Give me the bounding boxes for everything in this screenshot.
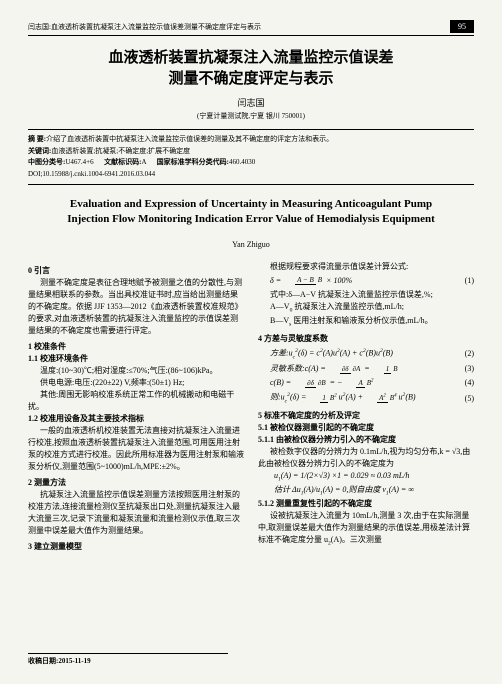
doi-row: DOI;10.15988/j.cnki.1004-6941.2016.03.04… <box>28 169 474 180</box>
abstract-row: 摘 要:介绍了血液透析装置中抗凝泵注入流量监控示值误差的测量及其不确定度的评定方… <box>28 134 474 145</box>
title-en-line-1: Evaluation and Expression of Uncertainty… <box>28 197 474 212</box>
author-chinese: 闫志国 <box>28 96 474 109</box>
para-intro: 根据规程要求得流量示值误差计算公式: <box>258 261 474 273</box>
para-eq1b: A—V0 抗凝泵注入流量监控示值,mL/h; <box>258 301 474 315</box>
running-header: 闫志国:血液透析装置抗凝泵注入流量监控示值误差测量不确定度评定与表示 95 <box>28 20 474 36</box>
section-3: 3 建立测量模型 <box>28 541 244 553</box>
section-5-1: 5.1 被检仪器测量引起的不确定度 <box>258 422 474 434</box>
section-1: 1 校准条件 <box>28 341 244 353</box>
section-2: 2 测量方法 <box>28 477 244 489</box>
left-column: 0 引言 测量不确定度是表征合理地赋予被测量之值的分散性,与测量结果相联系的参数… <box>28 261 244 553</box>
para-2: 抗凝泵注入流量监控示值误差测量方法按照医用注射泵的校准方法,连接流量检测仪至抗凝… <box>28 489 244 537</box>
equation-4: c(B) = ∂δ∂B = − AB2 (4) <box>258 377 474 389</box>
equation-2: 方差:uc2(δ) = c2(A)u2(A) + c2(B)u2(B) (2) <box>258 347 474 362</box>
para-512: 设被抗凝泵注入流量为 10mL/h,测量 3 次,由于在实际测量中,取测量误差最… <box>258 510 474 548</box>
running-title: 闫志国:血液透析装置抗凝泵注入流量监控示值误差测量不确定度评定与表示 <box>28 22 261 32</box>
footer: 收稿日期:2015-11-19 <box>28 653 228 666</box>
title-english: Evaluation and Expression of Uncertainty… <box>28 197 474 228</box>
page: 闫志国:血液透析装置抗凝泵注入流量监控示值误差测量不确定度评定与表示 95 血液… <box>0 0 502 573</box>
para-12: 一般的血液透析机校准装置无法直接对抗凝泵注入流量进行校准,按照血液透析装置抗凝泵… <box>28 425 244 473</box>
section-4: 4 方差与灵敏度系数 <box>258 333 474 345</box>
section-1-2: 1.2 校准用设备及其主要技术指标 <box>28 413 244 425</box>
page-number: 95 <box>450 20 474 33</box>
right-column: 根据规程要求得流量示值误差计算公式: δ = A − BB × 100% (1)… <box>258 261 474 553</box>
title-line-2: 测量不确定度评定与表示 <box>28 69 474 90</box>
equation-511a: u1(A) = 1/(2×√3) ×1 = 0.029 ≈ 0.03 mL/h <box>258 470 474 484</box>
para-11a: 温度:(10~30)℃;相对湿度:≤70%;气压:(86~106)kPa。 <box>28 365 244 377</box>
para-511: 被检数字仪器的分辨力为 0.1mL/h,视为均匀分布,k = √3,由此由被检仪… <box>258 446 474 470</box>
section-5-1-2: 5.1.2 测量重复性引起的不确定度 <box>258 498 474 510</box>
section-5-1-1: 5.1.1 由被检仪器分辨力引入的不确定度 <box>258 434 474 446</box>
affiliation: (宁夏计量测试院,宁夏 银川 750001) <box>28 111 474 121</box>
section-0: 0 引言 <box>28 265 244 277</box>
title-en-line-2: Injection Flow Monitoring Indication Err… <box>28 212 474 227</box>
keywords-row: 关键词:血液透析装置;抗凝泵;不确定度;扩展不确定度 <box>28 146 474 157</box>
para-0: 测量不确定度是表征合理地赋予被测量之值的分散性,与测量结果相联系的参数。当出具校… <box>28 277 244 337</box>
abstract-block: 摘 要:介绍了血液透析装置中抗凝泵注入流量监控示值误差的测量及其不确定度的评定方… <box>28 129 474 185</box>
section-1-1: 1.1 校准环境条件 <box>28 353 244 365</box>
two-column-content: 0 引言 测量不确定度是表征合理地赋予被测量之值的分散性,与测量结果相联系的参数… <box>28 261 474 553</box>
equation-511b: 估计 Δu1(A)/u1(A) = 0,则自由度 ν1(A) = ∞ <box>258 484 474 498</box>
section-5: 5 标准不确定度的分析及评定 <box>258 410 474 422</box>
para-eq1c: B—Vs 医用注射泵和输液泵分析仪示值,mL/h。 <box>258 315 474 329</box>
para-11c: 其他:周围无影响校准系统正常工作的机械搬动和电磁干扰。 <box>28 389 244 413</box>
para-11b: 供电电源:电压:(220±22) V,频率:(50±1) Hz; <box>28 377 244 389</box>
equation-3: 灵敏系数:c(A) = ∂δ∂A = 1B (3) <box>258 363 474 375</box>
received-date: 收稿日期:2015-11-19 <box>28 657 91 665</box>
title-line-1: 血液透析装置抗凝泵注入流量监控示值误差 <box>28 48 474 69</box>
para-eq1: 式中:δ—A−V 抗凝泵注入流量监控示值误差,%; <box>258 289 474 301</box>
equation-5: 则:uc2(δ) = 1B2u2(A) + A2B4u2(B) (5) <box>258 391 474 406</box>
author-english: Yan Zhiguo <box>28 240 474 249</box>
title-chinese: 血液透析装置抗凝泵注入流量监控示值误差 测量不确定度评定与表示 <box>28 48 474 90</box>
classification-row: 中图分类号:U467.4+6 文献标识码:A 国家标准学科分类代码:460.40… <box>28 157 474 168</box>
equation-1: δ = A − BB × 100% (1) <box>258 275 474 287</box>
